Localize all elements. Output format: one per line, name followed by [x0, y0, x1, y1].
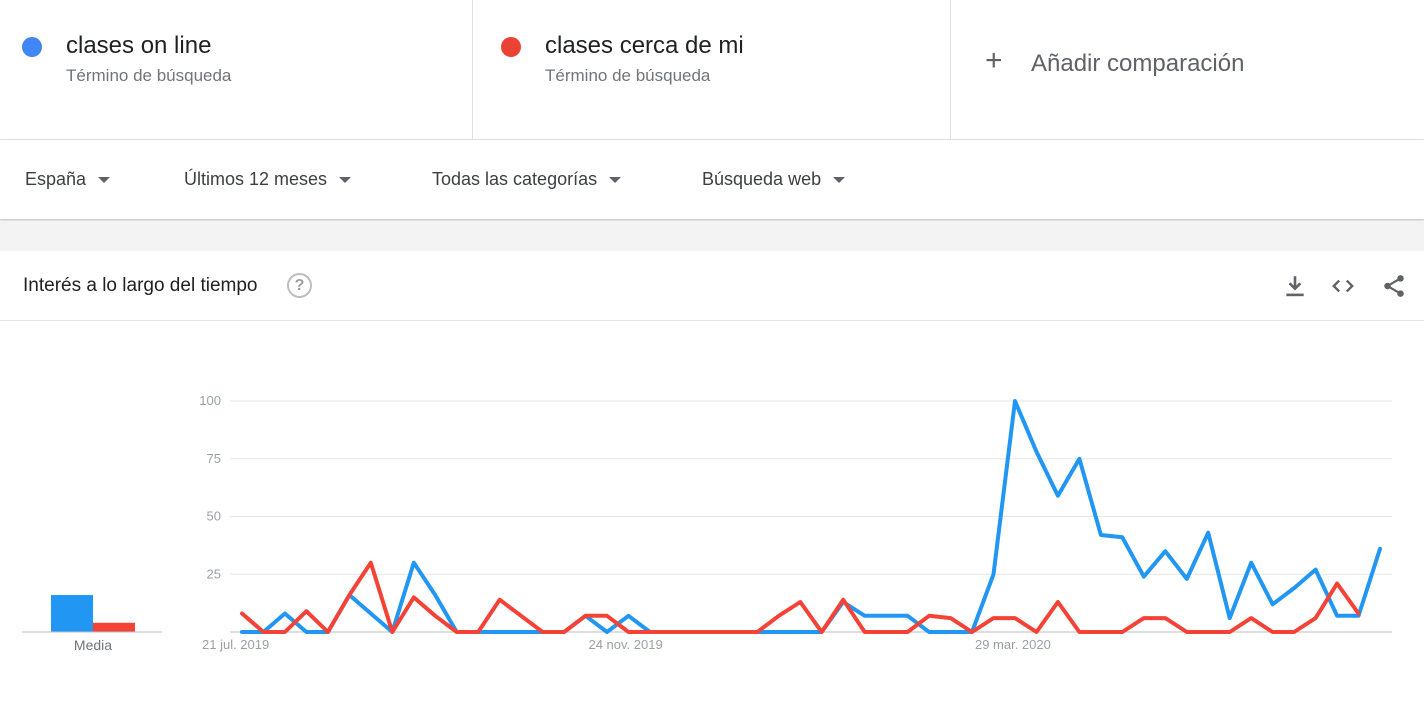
section-separator: [0, 221, 1424, 251]
term-name: clases on line: [66, 32, 212, 59]
caret-down-icon: [98, 176, 111, 183]
term-card-clases-cerca-de-mi[interactable]: clases cerca de mi Término de búsqueda: [473, 0, 951, 140]
share-icon[interactable]: [1381, 273, 1407, 299]
interest-over-time-chart: 25 50 75 100 21 jul. 2019 24 nov. 2019 29 mar.…: [22, 393, 1392, 653]
term-color-dot-blue: [22, 37, 42, 57]
plus-icon: +: [985, 44, 1003, 77]
caret-down-icon: [833, 176, 846, 183]
filter-region-dropdown[interactable]: España: [25, 169, 111, 190]
x-tick-label: 24 nov. 2019: [588, 637, 662, 652]
filter-label: Últimos 12 meses: [184, 169, 328, 189]
embed-code-icon[interactable]: [1330, 273, 1356, 299]
filter-search-type-dropdown[interactable]: Búsqueda web: [702, 169, 846, 190]
term-subtitle: Término de búsqueda: [545, 66, 711, 85]
average-bar-clases-on-line: [51, 595, 93, 632]
question-mark-icon[interactable]: ?: [287, 273, 312, 298]
add-comparison-label: Añadir comparación: [1031, 50, 1245, 77]
average-bar-clases-cerca-de-mi: [93, 622, 135, 632]
card-title: Interés a lo largo del tiempo: [23, 275, 258, 296]
average-label: Media: [74, 637, 112, 653]
filter-bar: España Últimos 12 meses Todas las catego…: [0, 140, 1424, 220]
term-subtitle: Término de búsqueda: [66, 66, 232, 85]
filter-category-dropdown[interactable]: Todas las categorías: [432, 169, 622, 190]
term-name: clases cerca de mi: [545, 32, 744, 59]
series-line-clases-cerca-de-mi: [240, 560, 1361, 634]
y-tick-label: 25: [207, 566, 221, 581]
x-tick-label: 29 mar. 2020: [975, 637, 1051, 652]
filter-label: España: [25, 169, 87, 189]
y-tick-label: 50: [207, 509, 221, 524]
interest-over-time-header: Interés a lo largo del tiempo ?: [0, 251, 1424, 321]
caret-down-icon: [609, 176, 622, 183]
add-comparison-button[interactable]: + Añadir comparación: [951, 0, 1424, 140]
term-color-dot-red: [501, 37, 521, 57]
term-card-clases-on-line[interactable]: clases on line Término de búsqueda: [0, 0, 473, 140]
comparison-terms-bar: clases on line Término de búsqueda clase…: [0, 0, 1424, 140]
filter-label: Todas las categorías: [432, 169, 598, 189]
y-tick-label: 75: [207, 451, 221, 466]
y-tick-label: 100: [199, 393, 221, 408]
download-icon[interactable]: [1282, 273, 1308, 299]
caret-down-icon: [339, 176, 352, 183]
filter-time-range-dropdown[interactable]: Últimos 12 meses: [184, 169, 352, 190]
x-tick-label: 21 jul. 2019: [202, 637, 269, 652]
filter-label: Búsqueda web: [702, 169, 822, 189]
series-line-clases-on-line: [240, 399, 1382, 634]
